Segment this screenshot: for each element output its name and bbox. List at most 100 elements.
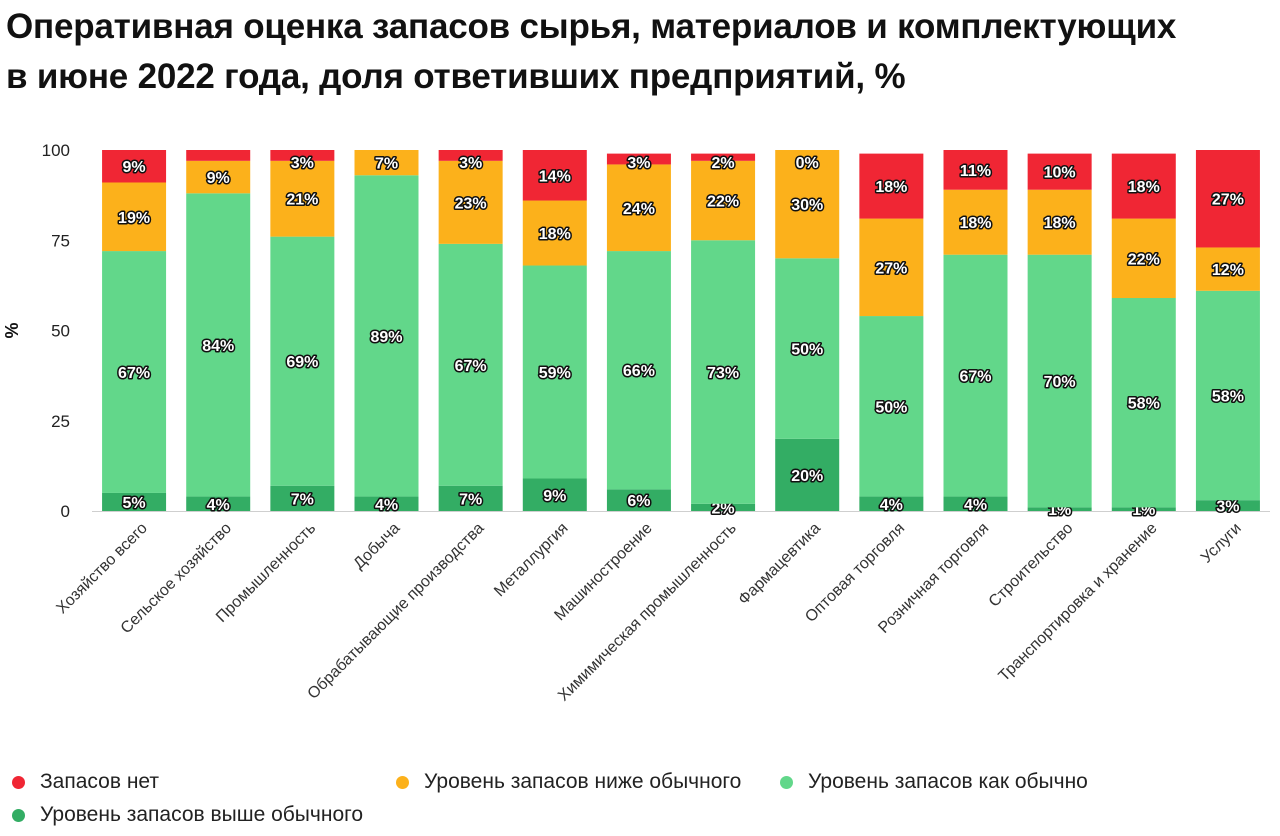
value-label-below-normal: 18% (539, 226, 571, 243)
stacked-bar-chart: 0 25 50 75 100% 5% 67% 19% 9% Хозяйство всего 4% 84… (2, 141, 1270, 705)
y-tick-label: 25 (51, 412, 70, 431)
legend-label: Запасов нет (40, 770, 160, 793)
x-tick-label: Хозяйство всего (53, 520, 150, 617)
value-label-normal: 59% (539, 365, 571, 382)
segment-above-normal (859, 496, 924, 511)
value-label-above-normal: 4% (880, 497, 903, 514)
segment-above-normal (102, 492, 167, 511)
value-label-above-normal: 4% (375, 497, 398, 514)
value-label-above-normal: 9% (543, 488, 566, 505)
segment-normal (1195, 290, 1260, 501)
segment-no-stock (438, 150, 503, 161)
segment-normal (354, 175, 419, 497)
segment-below-normal (102, 182, 167, 252)
segment-normal (943, 254, 1008, 497)
segment-normal (1027, 254, 1092, 508)
segment-normal (102, 251, 167, 493)
value-label-no-stock: 0% (796, 155, 819, 172)
segment-no-stock (102, 150, 167, 183)
segment-above-normal (943, 496, 1008, 511)
segment-no-stock (270, 150, 335, 161)
segment-below-normal (522, 200, 587, 266)
value-label-below-normal: 30% (791, 197, 823, 214)
value-label-no-stock: 18% (875, 179, 907, 196)
value-label-no-stock: 11% (960, 163, 991, 180)
value-label-below-normal: 23% (455, 195, 487, 212)
segment-below-normal (1195, 247, 1260, 291)
segment-below-normal (270, 160, 335, 237)
segment-normal (859, 316, 924, 497)
x-tick-label: Услуги (1198, 520, 1245, 567)
value-label-below-normal: 22% (707, 194, 739, 211)
segment-no-stock (1111, 153, 1176, 219)
legend-item-no-stock[interactable]: Запасов нет (12, 770, 159, 794)
value-label-above-normal: 20% (791, 468, 823, 485)
y-tick-label: 100 (42, 141, 70, 160)
segment-normal (522, 265, 587, 479)
value-label-above-normal: 7% (291, 491, 314, 508)
segment-no-stock (1027, 153, 1092, 190)
value-label-below-normal: 27% (875, 260, 907, 277)
value-label-below-normal: 18% (1044, 215, 1076, 232)
value-label-no-stock: 14% (539, 168, 571, 185)
y-tick-label: 50 (51, 322, 70, 341)
value-label-normal: 58% (1128, 396, 1160, 413)
value-label-no-stock: 3% (459, 155, 482, 172)
value-label-no-stock: 3% (291, 155, 314, 172)
legend-label: Уровень запасов как обычно (808, 770, 1088, 793)
segment-normal (691, 240, 756, 504)
value-label-normal: 50% (875, 399, 907, 416)
segment-above-normal (606, 489, 671, 511)
segment-above-normal (691, 503, 756, 511)
chart-legend: Запасов нет Уровень запасов ниже обычног… (12, 766, 1272, 834)
value-label-below-normal: 18% (959, 215, 991, 232)
segment-no-stock (943, 150, 1008, 190)
value-label-normal: 58% (1212, 388, 1244, 405)
segment-below-normal (186, 160, 251, 194)
segment-above-normal (522, 478, 587, 511)
legend-item-below-normal[interactable]: Уровень запасов ниже обычного (396, 770, 741, 794)
value-label-normal: 67% (959, 369, 991, 386)
value-label-above-normal: 4% (207, 497, 230, 514)
value-label-above-normal: 4% (964, 497, 987, 514)
value-label-below-normal: 19% (118, 210, 150, 227)
value-label-normal: 50% (791, 342, 823, 359)
segment-above-normal (186, 496, 251, 511)
value-label-below-normal: 9% (207, 170, 230, 187)
legend-item-above-normal[interactable]: Уровень запасов выше обычного (12, 803, 363, 827)
segment-no-stock (606, 153, 671, 165)
value-label-above-normal: 3% (1216, 499, 1239, 516)
value-label-below-normal: 24% (623, 201, 655, 218)
x-tick-label: Обрабатывающие производства (305, 520, 488, 703)
value-label-normal: 73% (707, 365, 739, 382)
chart-title-line-1: Оперативная оценка запасов сырья, матери… (6, 7, 1177, 46)
segment-above-normal (1195, 500, 1260, 511)
segment-above-normal (1027, 507, 1092, 511)
segment-below-normal (691, 160, 756, 241)
value-label-normal: 67% (455, 358, 487, 375)
segment-normal (606, 251, 671, 490)
segment-below-normal (1111, 218, 1176, 299)
segment-above-normal (438, 485, 503, 511)
segment-normal (775, 258, 840, 439)
y-tick-label: 0 (61, 502, 70, 521)
segment-above-normal (270, 485, 335, 511)
chart-title: Оперативная оценка запасов сырья, матери… (6, 2, 1274, 102)
segment-below-normal (943, 189, 1008, 255)
segment-below-normal (606, 164, 671, 252)
legend-dot-icon (12, 808, 25, 822)
chart-title-line-2: в июне 2022 года, доля ответивших предпр… (6, 57, 906, 96)
x-tick-label: Фармацевтика (735, 520, 824, 609)
value-label-normal: 84% (202, 338, 234, 355)
legend-item-normal[interactable]: Уровень запасов как обычно (780, 770, 1088, 794)
value-label-normal: 69% (286, 354, 318, 371)
segment-above-normal (354, 496, 419, 511)
segment-below-normal (354, 150, 419, 176)
value-label-no-stock: 10% (1044, 165, 1076, 182)
x-tick-label: Металлургия (491, 520, 571, 600)
segment-normal (438, 243, 503, 486)
segment-no-stock (691, 153, 756, 161)
segment-no-stock (186, 150, 251, 161)
legend-label: Уровень запасов ниже обычного (424, 770, 742, 793)
value-label-below-normal: 7% (375, 156, 398, 173)
